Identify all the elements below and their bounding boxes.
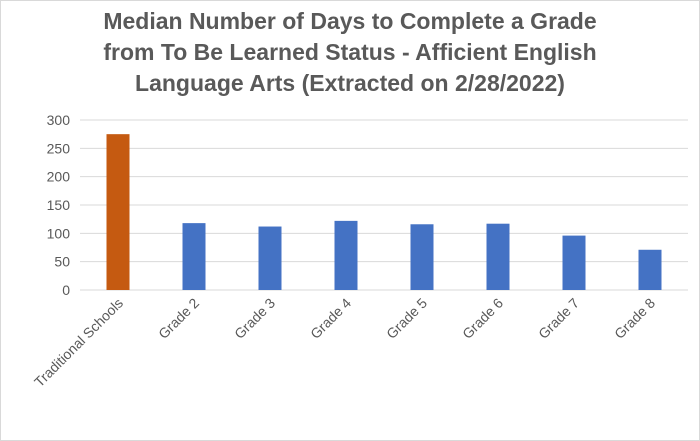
y-tick-label: 250 <box>47 140 71 156</box>
gridlines <box>80 119 688 291</box>
bar-grade-4 <box>334 220 358 290</box>
x-tick-label: Grade 4 <box>307 295 354 342</box>
x-tick-label: Grade 5 <box>383 295 430 342</box>
x-tick-label: Traditional Schools <box>31 295 126 390</box>
bar-grade-2 <box>182 223 206 290</box>
bar-grade-6 <box>486 223 510 290</box>
x-tick-label: Grade 2 <box>155 295 202 342</box>
y-tick-label: 300 <box>47 112 71 128</box>
y-tick-label: 100 <box>47 225 71 241</box>
bar-grade-3 <box>258 226 282 290</box>
bar-grade-8 <box>638 249 662 290</box>
chart-title-line-3: Language Arts (Extracted on 2/28/2022) <box>135 70 565 96</box>
chart-title-line-2: from To Be Learned Status - Afficient En… <box>103 39 597 65</box>
x-tick-labels: Traditional Schools Grade 2 Grade 3 Grade 4… <box>31 295 658 390</box>
bar-traditional-schools <box>106 134 130 290</box>
y-tick-label: 0 <box>62 282 70 298</box>
x-tick-label: Grade 3 <box>231 295 278 342</box>
bars <box>106 134 662 290</box>
chart-title: Median Number of Days to Complete a Grad… <box>0 6 700 99</box>
y-tick-label: 50 <box>54 254 70 270</box>
y-tick-labels: 0 50 100 150 200 250 300 <box>47 112 71 298</box>
bar-grade-5 <box>410 224 434 290</box>
y-tick-label: 200 <box>47 169 71 185</box>
x-tick-label: Grade 7 <box>535 295 582 342</box>
y-tick-label: 150 <box>47 197 71 213</box>
x-tick-label: Grade 6 <box>459 295 506 342</box>
x-tick-label: Grade 8 <box>611 295 658 342</box>
bar-grade-7 <box>562 235 586 290</box>
chart-title-line-1: Median Number of Days to Complete a Grad… <box>103 8 597 34</box>
